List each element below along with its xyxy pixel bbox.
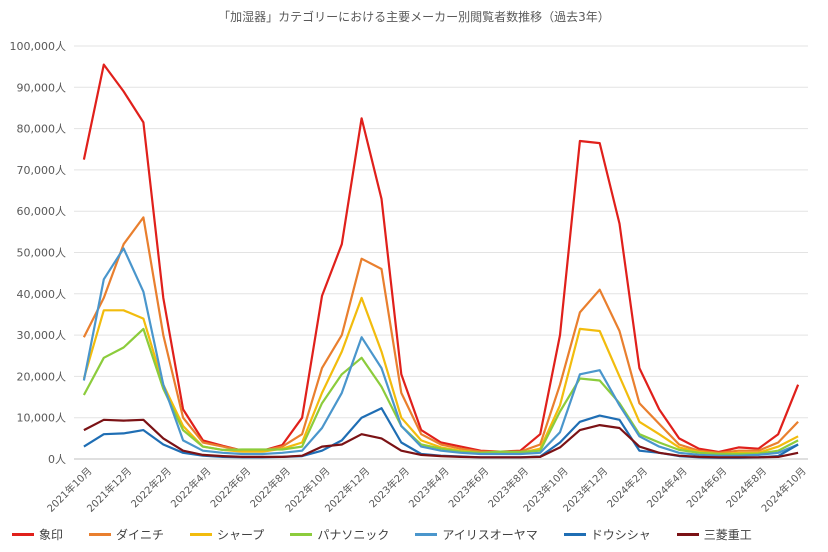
y-tick-label: 70,000人: [17, 164, 67, 177]
legend-label: 象印: [39, 528, 64, 542]
y-tick-label: 40,000人: [17, 288, 67, 301]
y-tick-label: 60,000人: [17, 205, 67, 218]
legend-item: アイリスオーヤマ: [415, 526, 538, 543]
legend-swatch: [676, 533, 699, 536]
legend-item: シャープ: [190, 526, 264, 543]
x-tick-label: 2024年4月: [644, 464, 690, 510]
series-line: [82, 327, 799, 456]
legend-label: 三菱重工: [703, 528, 752, 542]
legend-swatch: [563, 533, 586, 536]
x-tick-label: 2022年4月: [168, 464, 214, 510]
series-line: [82, 247, 799, 457]
legend-swatch: [415, 533, 438, 536]
legend-swatch: [89, 533, 112, 536]
x-tick-label: 2024年6月: [684, 464, 730, 510]
x-tick-label: 2023年2月: [366, 464, 412, 510]
y-tick-label: 10,000人: [17, 412, 67, 425]
legend-label: ダイニチ: [116, 528, 165, 542]
series-line: [82, 63, 800, 454]
y-tick-label: 30,000人: [17, 329, 67, 342]
legend-swatch: [190, 533, 213, 536]
x-tick-label: 2023年6月: [445, 464, 491, 510]
x-tick-label: 2022年2月: [128, 464, 174, 510]
y-tick-label: 100,000人: [10, 40, 67, 53]
y-tick-label: 50,000人: [17, 247, 67, 260]
series-lines: [82, 63, 800, 459]
y-axis-tick-labels: 0人 10,000人 20,000人 30,000人 40,000人 50,000人 60,…: [10, 40, 67, 466]
chart-title: 「加湿器」カテゴリーにおける主要メーカー別閲覧者数推移（過去3年）: [218, 10, 610, 24]
gridlines: [74, 45, 808, 460]
legend-item: パナソニック: [290, 526, 389, 543]
x-tick-label: 2022年6月: [207, 464, 253, 510]
y-tick-label: 90,000人: [17, 81, 67, 94]
legend-label: パナソニック: [317, 528, 390, 542]
x-axis-tick-labels: 2021年10月2021年12月2022年2月2022年4月2022年6月202…: [44, 464, 808, 514]
legend-label: ドウシシャ: [590, 528, 651, 542]
y-tick-label: 20,000人: [17, 370, 67, 383]
legend-label: アイリスオーヤマ: [442, 528, 538, 542]
legend-swatch: [12, 533, 34, 536]
series-line: [83, 418, 799, 459]
x-tick-label: 2024年2月: [604, 464, 650, 510]
legend: 象印 ダイニチ シャープ パナソニック アイリスオーヤマ ドウシシャ 三菱重工: [12, 526, 828, 543]
legend-item: 三菱重工: [676, 526, 752, 543]
legend-item: 象印: [12, 526, 63, 543]
legend-item: ドウシシャ: [563, 526, 651, 543]
y-tick-label: 0人: [48, 453, 66, 466]
y-tick-label: 80,000人: [17, 123, 67, 136]
legend-item: ダイニチ: [89, 526, 164, 543]
legend-swatch: [290, 533, 313, 536]
x-tick-label: 2023年4月: [406, 464, 452, 510]
legend-label: シャープ: [217, 528, 265, 542]
series-line: [82, 216, 799, 454]
